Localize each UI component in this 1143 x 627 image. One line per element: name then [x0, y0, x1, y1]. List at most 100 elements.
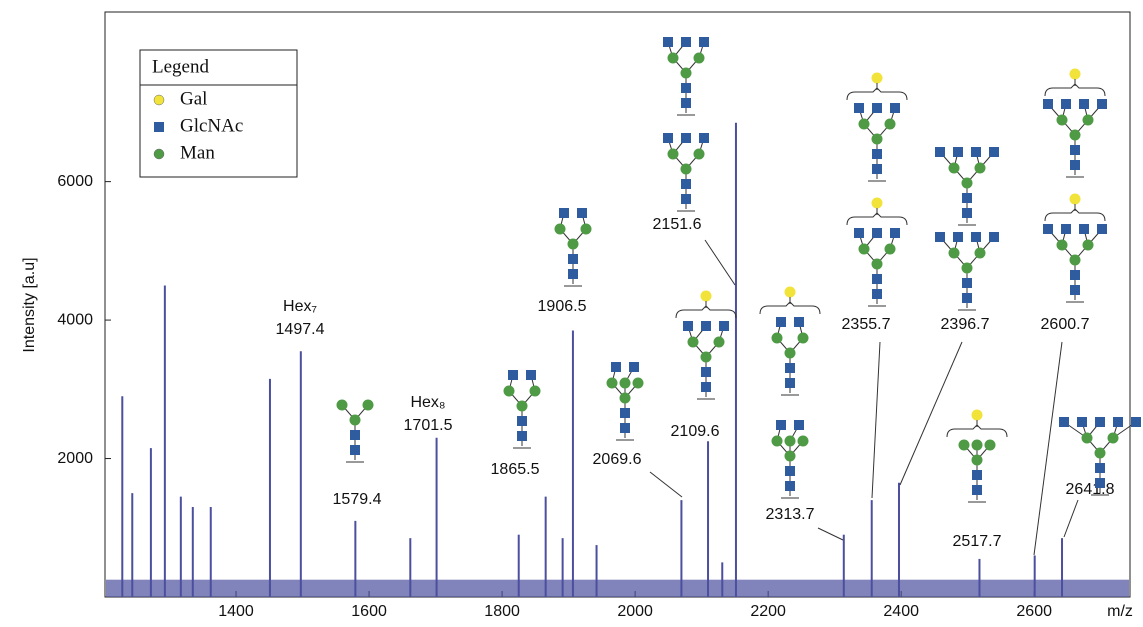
glycan-glcnac [701, 382, 711, 392]
y-tick-label: 4000 [57, 311, 93, 328]
glycan-glcnac [872, 103, 882, 113]
glycan-glcnac [989, 232, 999, 242]
peak-annotation: 2396.7 [941, 316, 990, 333]
glycan-man [975, 248, 986, 259]
glycan-glcnac [785, 466, 795, 476]
glycan-man [772, 333, 783, 344]
glycan-glcnac [1043, 99, 1053, 109]
glycan-gal [701, 291, 712, 302]
glycan-glcnac [681, 83, 691, 93]
glycan-man [607, 378, 618, 389]
glycan-man [772, 436, 783, 447]
chart: Intensity [a.u] m/z Legend GalGlcNAcMan … [0, 0, 1143, 622]
glycan-glcnac [1070, 145, 1080, 155]
glycan-glcnac [1113, 417, 1123, 427]
glycan-glcnac [1095, 417, 1105, 427]
glycan-man [504, 386, 515, 397]
glycan-glcnac [1043, 224, 1053, 234]
glycan-glcnac [681, 37, 691, 47]
noise-band [106, 580, 1129, 597]
glycan-man [714, 337, 725, 348]
glycan-glcnac [701, 321, 711, 331]
legend-swatch [154, 95, 164, 105]
glycan-man [668, 53, 679, 64]
glycan-glcnac [663, 37, 673, 47]
glycan-man [568, 239, 579, 250]
glycan-man [798, 333, 809, 344]
glycan-man [1108, 433, 1119, 444]
glycan-man [517, 401, 528, 412]
legend-label: Man [180, 142, 215, 163]
glycan-glcnac [1079, 99, 1089, 109]
glycan-glcnac [681, 194, 691, 204]
glycan-glcnac [1079, 224, 1089, 234]
glycan-glcnac [1061, 224, 1071, 234]
peak-annotation: 2313.7 [766, 506, 815, 523]
glycan-glcnac [872, 164, 882, 174]
glycan-glcnac [517, 431, 527, 441]
glycan-glcnac [872, 149, 882, 159]
glycan-glcnac [794, 317, 804, 327]
page: {"chart_data": { "type": "stick", "color… [0, 0, 1143, 627]
glycan-man [1070, 255, 1081, 266]
glycan-man [555, 224, 566, 235]
glycan-glcnac [1059, 417, 1069, 427]
glycan-man [701, 352, 712, 363]
peak-annotation: 1906.5 [538, 298, 587, 315]
peak-annotation: 2600.7 [1041, 316, 1090, 333]
peak-annotation: 2355.7 [842, 316, 891, 333]
glycan-man [668, 149, 679, 160]
glycan-glcnac [1070, 270, 1080, 280]
glycan-glcnac [611, 362, 621, 372]
glycan-man [530, 386, 541, 397]
glycan-man [872, 259, 883, 270]
leader-line [818, 528, 843, 540]
glycan-man [885, 119, 896, 130]
glycan-glcnac [508, 370, 518, 380]
glycan-glcnac [683, 321, 693, 331]
glycan-man [798, 436, 809, 447]
glycan-glcnac [559, 208, 569, 218]
glycan-glcnac [785, 481, 795, 491]
glycan-glcnac [699, 37, 709, 47]
x-tick-label: 2600 [1016, 603, 1052, 620]
glycan-man [681, 164, 692, 175]
glycan-man [972, 440, 983, 451]
glycan-glcnac [620, 423, 630, 433]
glycan-man [885, 244, 896, 255]
peak-annotation: 1497.4 [276, 321, 325, 338]
glycan-man [1083, 115, 1094, 126]
glycan-glcnac [1095, 463, 1105, 473]
leader-line [872, 342, 880, 498]
glycan-man [962, 263, 973, 274]
glycan-glcnac [962, 293, 972, 303]
glycan-glcnac [701, 367, 711, 377]
glycan-man [959, 440, 970, 451]
glycan-glcnac [854, 103, 864, 113]
glycan-glcnac [350, 445, 360, 455]
glycan-glcnac [681, 98, 691, 108]
peak-annotation: 1701.5 [404, 417, 453, 434]
glycan-gal [785, 287, 796, 298]
glycan-glcnac [1061, 99, 1071, 109]
glycan-man [872, 134, 883, 145]
glycan-man [337, 400, 348, 411]
glycan-man [949, 248, 960, 259]
glycan-glcnac [526, 370, 536, 380]
glycan-man [688, 337, 699, 348]
glycan-glcnac [776, 420, 786, 430]
legend-swatch [154, 122, 164, 132]
glycan-man [1070, 130, 1081, 141]
glycan-glcnac [953, 147, 963, 157]
glycan-glcnac [1077, 417, 1087, 427]
glycan-glcnac [568, 269, 578, 279]
glycan-glcnac [1070, 285, 1080, 295]
x-tick-label: 2000 [617, 603, 653, 620]
leader-line [1064, 500, 1078, 537]
peak-annotation: 1579.4 [333, 491, 382, 508]
legend-title: Legend [152, 56, 209, 77]
glycan-glcnac [577, 208, 587, 218]
x-tick-label: 1600 [351, 603, 387, 620]
glycan-glcnac [1097, 99, 1107, 109]
glycan-man [681, 68, 692, 79]
